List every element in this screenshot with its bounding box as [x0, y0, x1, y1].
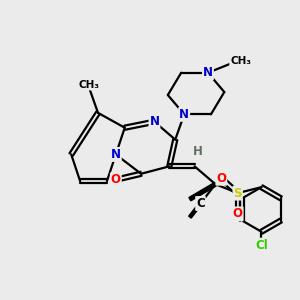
Text: N: N — [111, 148, 121, 161]
Text: O: O — [233, 207, 243, 220]
Text: N: N — [179, 108, 189, 121]
Text: C: C — [196, 197, 205, 210]
Text: N: N — [149, 115, 160, 128]
Text: Cl: Cl — [255, 238, 268, 252]
Text: CH₃: CH₃ — [79, 80, 100, 90]
Text: CH₃: CH₃ — [230, 56, 251, 66]
Text: H: H — [193, 145, 202, 158]
Text: O: O — [111, 173, 121, 186]
Text: O: O — [216, 172, 226, 185]
Text: S: S — [233, 187, 242, 200]
Text: N: N — [203, 66, 213, 79]
